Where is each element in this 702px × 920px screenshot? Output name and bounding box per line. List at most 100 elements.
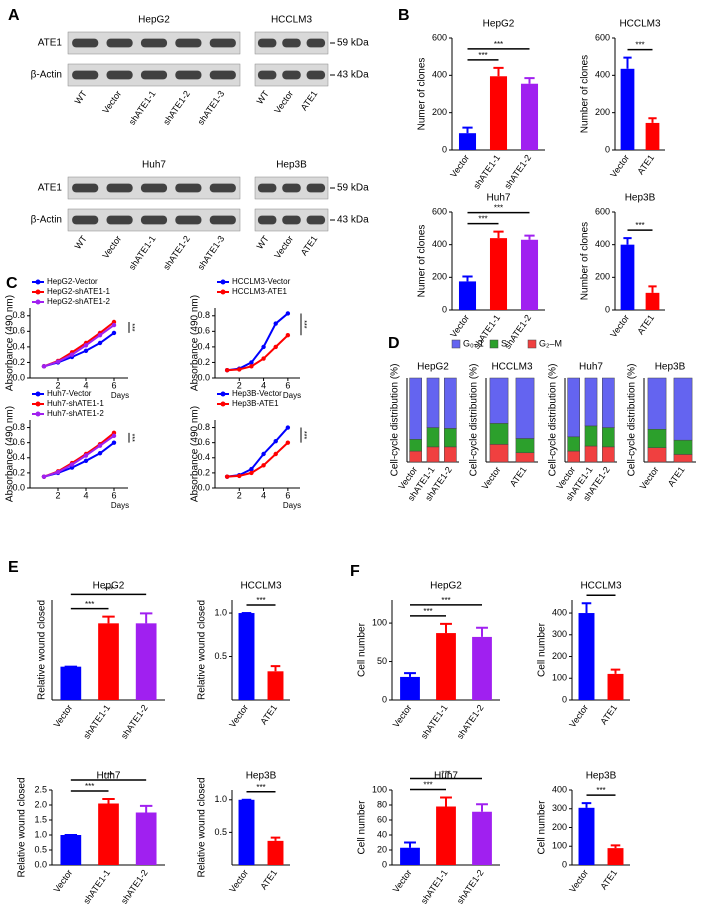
point	[111, 319, 117, 325]
y-tick-label: 0.0	[12, 482, 25, 492]
blot-band	[72, 38, 99, 48]
y-tick-label: 0	[442, 304, 447, 314]
bar	[458, 133, 477, 150]
bar	[578, 807, 595, 865]
blot-row-label: ATE1	[38, 183, 63, 194]
x-tick-label: Vector	[448, 153, 471, 180]
y-tick-label: 100	[552, 673, 567, 683]
y-tick-label: 600	[595, 206, 610, 216]
bar-segment	[409, 377, 422, 440]
bar-segment	[567, 377, 580, 438]
bar	[238, 799, 255, 865]
error-bar	[493, 230, 504, 239]
lane-label: shATE1-3	[196, 234, 227, 272]
y-axis-label: Number of clones	[580, 55, 591, 133]
point	[111, 330, 117, 336]
legend-dot	[220, 401, 226, 407]
error-bar	[404, 672, 416, 677]
blot-band	[106, 183, 133, 193]
bar-segment	[567, 436, 580, 452]
bar	[607, 673, 624, 700]
blot-band	[282, 183, 301, 193]
legend-label: Huh7-shATE1-2	[47, 409, 104, 418]
legend-label: HCCLM3-Vector	[232, 277, 291, 286]
point	[273, 344, 278, 350]
blot-band	[257, 38, 277, 48]
point	[111, 430, 117, 436]
y-axis-label: Cell number	[537, 800, 548, 855]
y-tick-label: 0.0	[34, 859, 47, 869]
legend-label: Hep3B-Vector	[232, 389, 282, 398]
y-tick-label: 1.5	[34, 814, 47, 824]
panel-label: F	[350, 563, 360, 580]
y-tick-label: 0.8	[12, 310, 25, 320]
bar	[60, 835, 82, 865]
bar	[520, 83, 539, 150]
y-tick-label: 0.2	[12, 357, 25, 367]
blot-title: Hep3B	[276, 160, 307, 171]
x-tick-label: ATE1	[635, 153, 656, 177]
x-tick-label: 2	[55, 380, 60, 390]
y-tick-label: 300	[552, 803, 567, 813]
bar	[489, 238, 508, 310]
bar-segment	[673, 439, 693, 455]
point	[83, 348, 89, 353]
x-tick-label: shATE1-1	[81, 703, 112, 741]
legend-label: HCCLM3-ATE1	[232, 287, 288, 296]
bar	[238, 613, 255, 700]
significance-label: ***	[635, 221, 644, 230]
x-tick-label: 4	[83, 490, 88, 500]
x-tick-label: shATE1-1	[81, 868, 112, 906]
bar-segment	[515, 452, 535, 463]
series-line	[43, 324, 115, 368]
bar-segment	[515, 438, 535, 454]
legend-label: G₀–1	[463, 338, 484, 348]
y-tick-label: 200	[432, 107, 447, 117]
blot-band	[175, 70, 202, 80]
series-line	[227, 334, 289, 372]
series-line	[227, 441, 289, 478]
bar	[98, 623, 119, 700]
y-axis-label: Relative wound closed	[197, 600, 208, 700]
y-tick-label: 400	[595, 239, 610, 249]
y-tick-label: 0.4	[197, 341, 210, 351]
y-tick-label: 80	[377, 799, 387, 809]
bar-segment	[584, 445, 598, 463]
bar	[135, 623, 157, 700]
lane-label: WT	[73, 88, 90, 106]
point	[273, 321, 278, 326]
bar	[472, 811, 492, 865]
y-tick-label: 0.8	[12, 422, 25, 432]
error-bar	[581, 602, 592, 614]
y-tick-label: 2.0	[34, 799, 47, 809]
legend-dot	[35, 279, 41, 285]
error-bar	[440, 622, 452, 634]
y-tick-label: 0.2	[12, 467, 25, 477]
x-tick-label: ATE1	[598, 868, 619, 892]
error-bar	[462, 126, 473, 134]
chart-title: Hep3B	[625, 193, 656, 204]
significance-label: ***	[85, 600, 94, 609]
legend-label: S	[501, 338, 507, 348]
bar-segment	[602, 377, 615, 428]
blot-band	[306, 38, 326, 48]
significance-label: ***	[423, 607, 432, 616]
chart-title: HCCLM3	[240, 581, 282, 592]
x-tick-label: Vector	[480, 465, 503, 492]
y-tick-label: 0.6	[12, 326, 25, 336]
blot-band	[282, 70, 301, 80]
point	[97, 451, 103, 456]
legend-swatch	[451, 339, 461, 349]
bar-segment	[584, 425, 598, 447]
blot-band	[209, 183, 236, 193]
point	[69, 465, 75, 470]
bar	[472, 636, 492, 700]
y-tick-label: 1.0	[34, 829, 47, 839]
lane-label: shATE1-3	[196, 89, 227, 127]
bar-segment	[647, 447, 667, 463]
y-axis-label: Absorbance (490 nm)	[5, 406, 16, 502]
error-bar	[623, 237, 632, 245]
y-axis-label: Relative wound closed	[197, 777, 208, 877]
x-tick-label: 4	[261, 380, 266, 390]
y-axis-label: Cell-cycle distribution (%)	[627, 364, 638, 477]
